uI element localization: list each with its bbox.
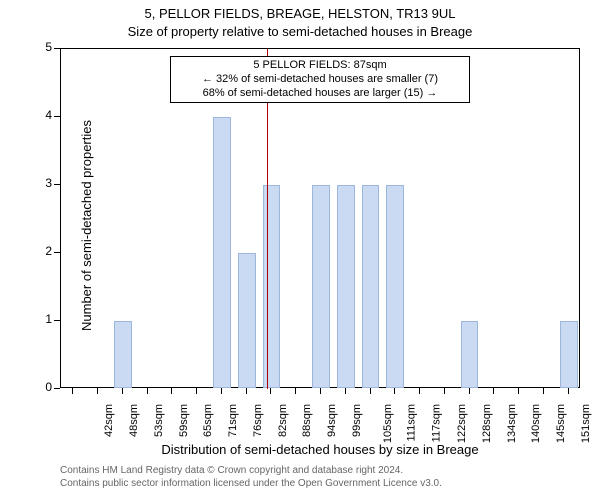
footer-line: Contains HM Land Registry data © Crown c…	[60, 464, 442, 477]
x-tick	[147, 388, 148, 394]
y-tick	[54, 252, 60, 253]
x-tick	[419, 388, 420, 394]
x-tick-label: 122sqm	[456, 404, 468, 443]
x-tick-label: 117sqm	[431, 404, 443, 442]
y-tick-label: 4	[32, 108, 52, 122]
x-tick	[221, 388, 222, 394]
x-tick-label: 145sqm	[555, 404, 567, 443]
footer-attribution: Contains HM Land Registry data © Crown c…	[60, 464, 442, 490]
y-tick	[54, 184, 60, 185]
x-axis-label: Distribution of semi-detached houses by …	[60, 442, 580, 457]
x-tick-label: 48sqm	[128, 404, 140, 437]
bar	[362, 185, 380, 388]
bar	[263, 185, 281, 388]
x-tick	[97, 388, 98, 394]
y-tick-label: 2	[32, 244, 52, 258]
x-tick-label: 42sqm	[103, 404, 115, 437]
y-tick	[54, 48, 60, 49]
y-axis-label: Number of semi-detached properties	[79, 120, 94, 331]
x-tick-label: 88sqm	[302, 404, 314, 437]
x-tick-label: 76sqm	[252, 404, 264, 437]
x-tick-label: 82sqm	[277, 404, 289, 437]
x-tick	[246, 388, 247, 394]
x-tick	[543, 388, 544, 394]
bar	[461, 321, 479, 388]
x-tick	[122, 388, 123, 394]
bar	[337, 185, 355, 388]
y-tick	[54, 116, 60, 117]
x-tick	[295, 388, 296, 394]
footer-line: Contains public sector information licen…	[60, 477, 442, 490]
x-tick	[493, 388, 494, 394]
x-tick-label: 134sqm	[506, 404, 518, 443]
bar	[213, 117, 231, 388]
x-tick	[370, 388, 371, 394]
x-tick	[444, 388, 445, 394]
y-tick-label: 0	[32, 380, 52, 394]
x-tick-label: 111sqm	[405, 404, 417, 442]
x-tick-label: 140sqm	[530, 404, 542, 443]
x-tick-label: 65sqm	[202, 404, 214, 437]
x-tick	[270, 388, 271, 394]
x-tick	[394, 388, 395, 394]
bar	[386, 185, 404, 388]
bar	[560, 321, 578, 388]
x-tick-label: 59sqm	[178, 404, 190, 437]
y-tick-label: 5	[32, 40, 52, 54]
x-tick	[568, 388, 569, 394]
x-tick	[518, 388, 519, 394]
x-tick	[171, 388, 172, 394]
x-tick-label: 94sqm	[326, 404, 338, 437]
x-tick	[72, 388, 73, 394]
chart-title-main: 5, PELLOR FIELDS, BREAGE, HELSTON, TR13 …	[0, 6, 600, 21]
bar	[114, 321, 132, 388]
x-tick-label: 105sqm	[382, 404, 394, 443]
chart-title-sub: Size of property relative to semi-detach…	[0, 24, 600, 39]
x-tick	[469, 388, 470, 394]
y-tick-label: 3	[32, 176, 52, 190]
annotation-box: 5 PELLOR FIELDS: 87sqm ← 32% of semi-det…	[170, 56, 470, 103]
annotation-line: ← 32% of semi-detached houses are smalle…	[179, 73, 461, 87]
x-tick-label: 151sqm	[580, 404, 592, 443]
y-tick-label: 1	[32, 312, 52, 326]
x-tick-label: 99sqm	[351, 404, 363, 437]
x-tick-label: 128sqm	[481, 404, 493, 443]
y-tick	[54, 320, 60, 321]
x-tick-label: 71sqm	[227, 404, 239, 437]
y-tick	[54, 388, 60, 389]
x-tick	[320, 388, 321, 394]
x-tick	[345, 388, 346, 394]
x-tick-label: 53sqm	[153, 404, 165, 437]
x-tick	[196, 388, 197, 394]
annotation-line: 5 PELLOR FIELDS: 87sqm	[179, 59, 461, 73]
annotation-line: 68% of semi-detached houses are larger (…	[179, 87, 461, 101]
bar	[312, 185, 330, 388]
bar	[238, 253, 256, 388]
